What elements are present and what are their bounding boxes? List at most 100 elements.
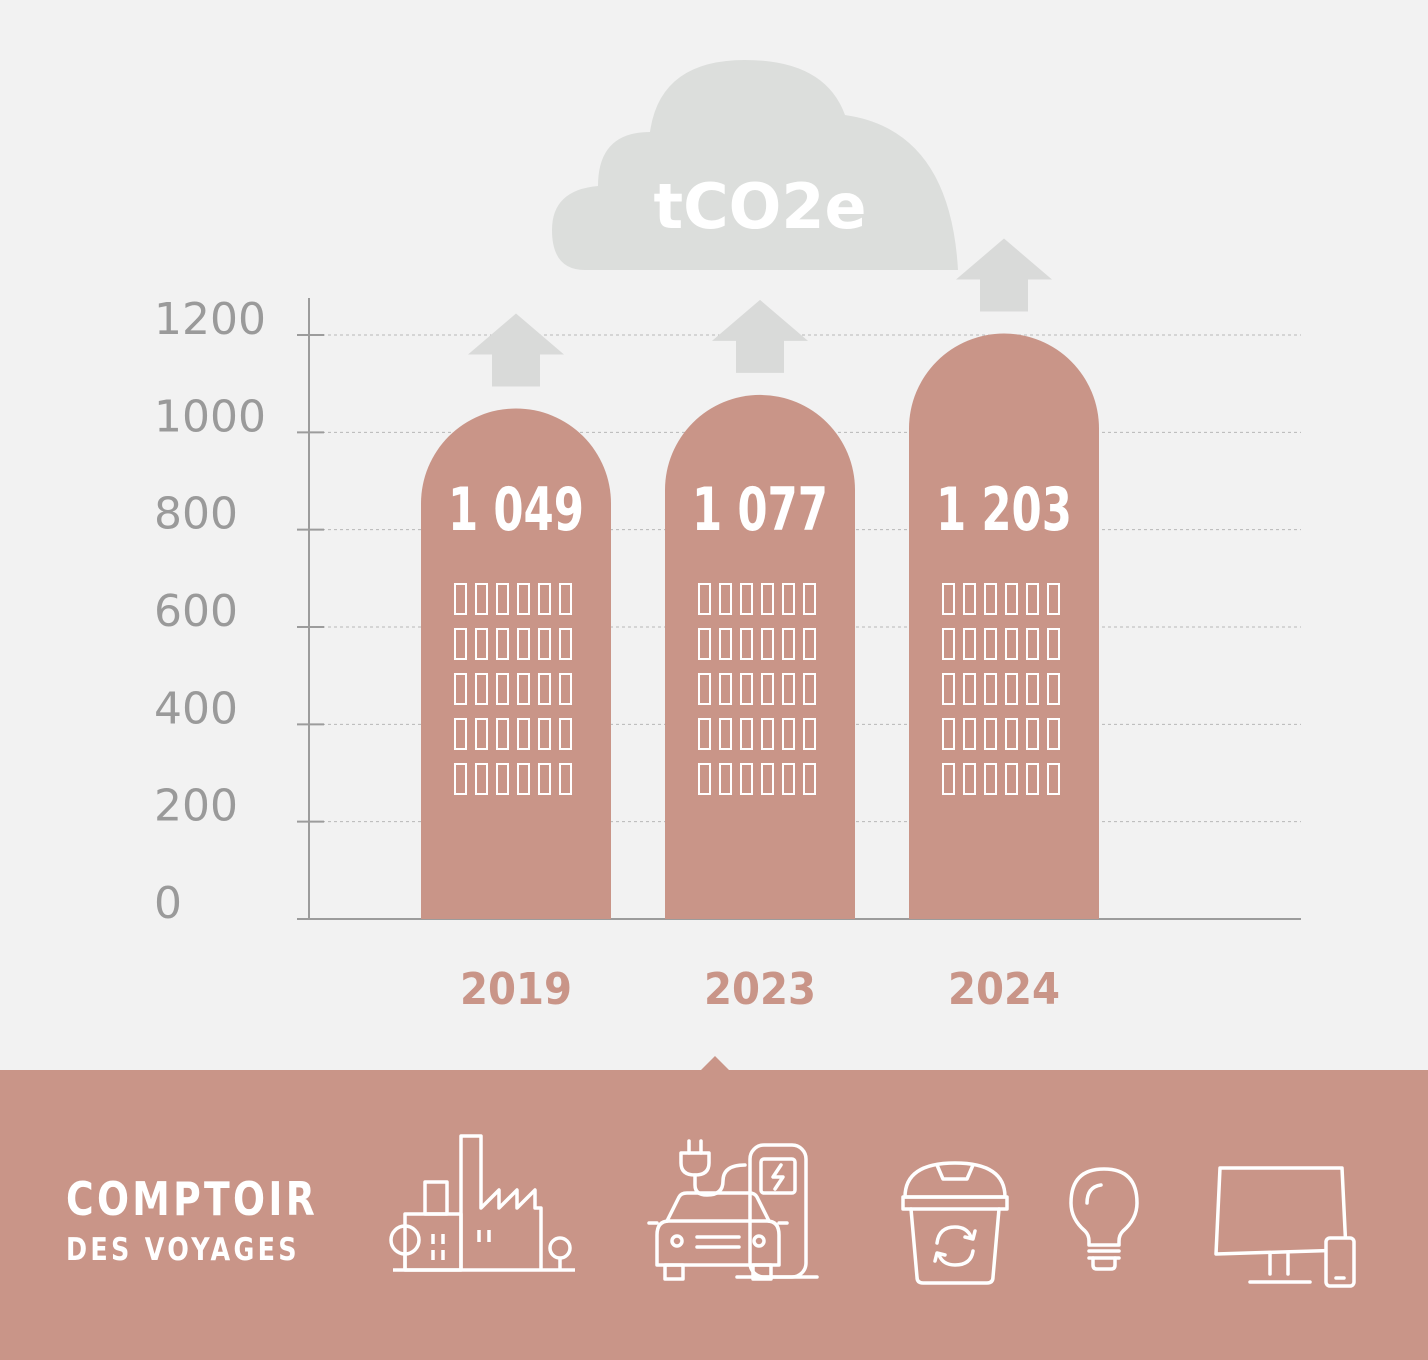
window — [559, 763, 572, 795]
window — [719, 628, 732, 660]
window — [942, 583, 955, 615]
window — [984, 718, 997, 750]
window — [698, 583, 711, 615]
window — [740, 673, 753, 705]
window — [984, 673, 997, 705]
window — [803, 673, 816, 705]
window — [559, 718, 572, 750]
bar-2019 — [421, 408, 611, 919]
window — [1026, 628, 1039, 660]
window — [538, 628, 551, 660]
window — [559, 583, 572, 615]
window — [782, 583, 795, 615]
up-arrow-icon — [956, 238, 1052, 312]
window — [475, 763, 488, 795]
cloud-icon — [552, 60, 958, 270]
brand-subtitle: DES VOYAGES — [66, 1232, 300, 1268]
window — [984, 583, 997, 615]
up-arrow-icon — [468, 313, 564, 387]
window — [803, 763, 816, 795]
window — [740, 718, 753, 750]
window — [803, 628, 816, 660]
window — [782, 763, 795, 795]
window — [475, 673, 488, 705]
window — [538, 583, 551, 615]
window — [1026, 583, 1039, 615]
x-tick-label: 2023 — [704, 964, 816, 1015]
window — [454, 628, 467, 660]
window — [761, 628, 774, 660]
window — [1005, 583, 1018, 615]
bars — [421, 333, 1099, 919]
window — [963, 628, 976, 660]
window — [698, 718, 711, 750]
window — [496, 763, 509, 795]
y-tick-label: 200 — [154, 781, 238, 832]
window — [517, 583, 530, 615]
bar-value-label: 1 203 — [936, 475, 1072, 545]
window — [454, 718, 467, 750]
footer-band — [0, 1070, 1428, 1360]
window — [538, 718, 551, 750]
window — [719, 673, 732, 705]
window — [496, 673, 509, 705]
window — [740, 583, 753, 615]
bar-windows — [454, 583, 572, 795]
window — [963, 583, 976, 615]
window — [984, 763, 997, 795]
window — [963, 718, 976, 750]
window — [719, 583, 732, 615]
x-tick-label: 2019 — [460, 964, 572, 1015]
bar-windows — [698, 583, 816, 795]
y-tick-label: 1200 — [154, 294, 266, 345]
window — [803, 583, 816, 615]
bar-2024 — [909, 333, 1099, 919]
window — [538, 763, 551, 795]
window — [475, 583, 488, 615]
window — [719, 718, 732, 750]
y-tick-label: 600 — [154, 586, 238, 637]
y-tick-label: 400 — [154, 683, 238, 734]
electric-car-charging-icon — [647, 1139, 819, 1281]
window — [1026, 673, 1039, 705]
window — [538, 673, 551, 705]
window — [942, 763, 955, 795]
window — [1026, 718, 1039, 750]
window — [942, 718, 955, 750]
window — [1047, 673, 1060, 705]
labels: 1 049 2019 1 077 2023 1 203 2024 — [448, 475, 1072, 1015]
window — [761, 718, 774, 750]
window — [984, 628, 997, 660]
window — [517, 673, 530, 705]
window — [496, 628, 509, 660]
y-axis-ticks: 0 200 400 600 800 1000 1200 — [154, 294, 324, 929]
window — [1047, 763, 1060, 795]
light-bulb-icon — [1069, 1167, 1139, 1271]
window — [1005, 763, 1018, 795]
footer-notch — [701, 1056, 729, 1070]
window — [559, 673, 572, 705]
window — [496, 583, 509, 615]
bar-value-label: 1 049 — [448, 475, 584, 545]
bar-value-label: 1 077 — [692, 475, 828, 545]
y-tick-label: 0 — [154, 878, 182, 929]
window — [1005, 718, 1018, 750]
window — [475, 718, 488, 750]
window — [1047, 583, 1060, 615]
window — [782, 718, 795, 750]
window — [698, 763, 711, 795]
window — [942, 628, 955, 660]
brand-name: COMPTOIR — [66, 1172, 319, 1226]
window — [517, 718, 530, 750]
window — [517, 763, 530, 795]
x-tick-label: 2024 — [948, 964, 1060, 1015]
recycling-bin-icon — [901, 1161, 1009, 1285]
window — [517, 628, 530, 660]
window — [761, 673, 774, 705]
chart-title: tCO2e — [653, 170, 866, 243]
window — [1047, 628, 1060, 660]
bar-2023 — [665, 394, 855, 919]
window — [761, 763, 774, 795]
